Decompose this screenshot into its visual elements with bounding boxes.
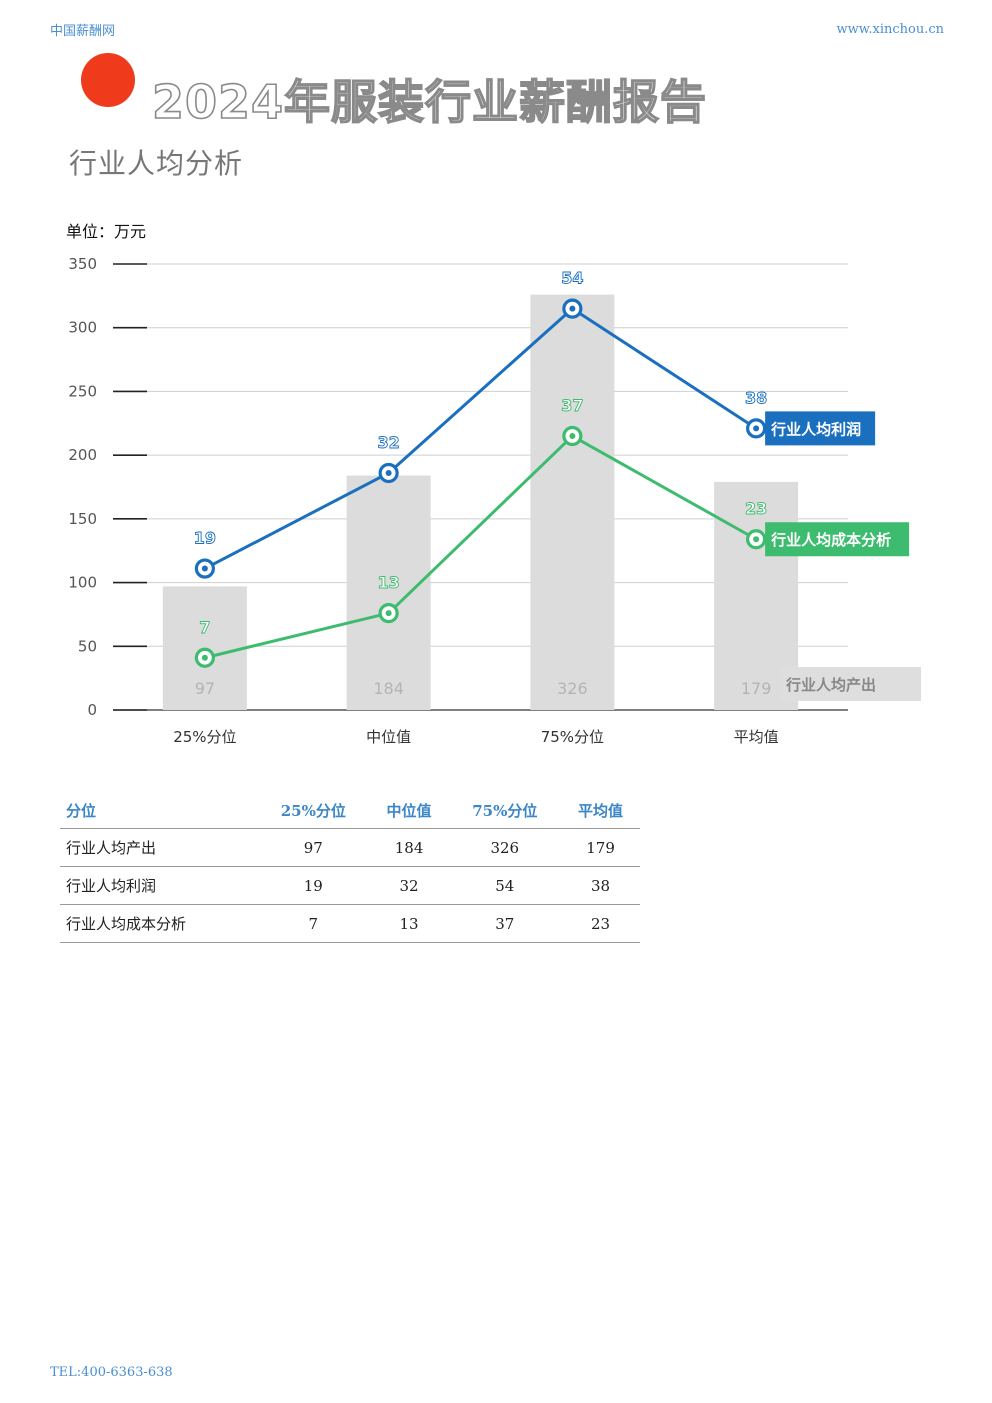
profit-point-center: [385, 469, 392, 476]
bar-data-label: 97: [195, 679, 215, 698]
x-tick-label: 75%分位: [541, 728, 604, 746]
y-tick-label: 150: [68, 510, 97, 528]
bar-data-label: 179: [741, 679, 772, 698]
table-cell: 37: [448, 904, 562, 943]
table-cell: 32: [369, 866, 449, 905]
table-header-cell: 分位: [60, 792, 257, 829]
site-name: 中国薪酬网: [50, 24, 116, 39]
table-cell: 7: [257, 904, 370, 943]
cost-point-center: [201, 654, 208, 661]
y-tick-label: 200: [68, 446, 97, 464]
cost-line: [204, 434, 757, 660]
profit-data-label: 32: [377, 433, 399, 452]
table-cell: 97: [257, 828, 370, 867]
bar-data-label: 184: [373, 679, 404, 698]
table-cell: 326: [448, 828, 562, 867]
y-tick-label: 50: [78, 637, 97, 655]
table-cell: 行业人均产出: [60, 828, 257, 867]
table-row: 行业人均成本分析 7 13 37 23: [60, 904, 640, 943]
cost-data-label: 13: [377, 573, 399, 592]
data-table: 分位 25%分位 中位值 75%分位 平均值 行业人均产出 97 184 326…: [60, 792, 640, 943]
salary-chart: 0 50 100 150 200 250 300 350 97 184 326 179 25%分位 中位值…: [68, 255, 921, 746]
table-header-cell: 平均值: [561, 792, 640, 829]
cost-point-center: [569, 433, 576, 440]
cost-point-center: [753, 536, 760, 543]
profit-point-center: [569, 305, 576, 312]
table-header-cell: 75%分位: [448, 792, 562, 829]
table-cell: 54: [448, 866, 562, 905]
table-cell: 179: [561, 828, 640, 867]
section-subtitle: 行业人均分析: [69, 147, 244, 180]
legend-output-label: 行业人均产出: [785, 676, 876, 694]
table-row: 行业人均产出 97 184 326 179: [60, 828, 640, 867]
unit-label: 单位：万元: [66, 222, 147, 241]
y-tick-label: 100: [68, 574, 97, 592]
red-dot-decoration: [81, 53, 135, 107]
table-cell: 184: [369, 828, 449, 867]
bar-data-label: 326: [557, 679, 588, 698]
y-tick-label: 250: [68, 382, 97, 400]
profit-point-center: [201, 565, 208, 572]
cost-point-center: [385, 610, 392, 617]
site-url[interactable]: www.xinchou.cn: [836, 22, 944, 37]
table-row: 行业人均利润 19 32 54 38: [60, 866, 640, 905]
table-cell: 行业人均利润: [60, 866, 257, 905]
y-tick-label: 0: [87, 701, 97, 719]
table-cell: 23: [561, 904, 640, 943]
cost-data-label: 37: [561, 396, 583, 415]
cost-data-label: 7: [199, 618, 210, 637]
table-header-cell: 中位值: [369, 792, 449, 829]
table-cell: 38: [561, 866, 640, 905]
table-header-row: 分位 25%分位 中位值 75%分位 平均值: [60, 792, 640, 829]
bar: [530, 294, 615, 710]
profit-data-label: 54: [561, 269, 583, 288]
table-cell: 13: [369, 904, 449, 943]
cost-data-label: 23: [745, 499, 767, 518]
legend-profit-label: 行业人均利润: [770, 420, 861, 438]
report-title: 2024年服装行业薪酬报告: [151, 74, 708, 130]
legend-output-box: [780, 667, 921, 701]
profit-data-label: 38: [745, 388, 767, 407]
legend-cost-box: [765, 522, 910, 557]
profit-data-label: 19: [194, 529, 216, 548]
y-tick-label: 350: [68, 255, 97, 273]
table-cell: 19: [257, 866, 370, 905]
x-tick-label: 25%分位: [173, 728, 236, 746]
legend-cost-label: 行业人均成本分析: [770, 531, 891, 549]
x-tick-label: 平均值: [734, 728, 779, 746]
profit-line: [204, 307, 757, 570]
table-cell: 行业人均成本分析: [60, 904, 257, 943]
profit-point-center: [753, 425, 760, 432]
bar: [346, 475, 431, 710]
footer-tel: TEL:400-6363-638: [50, 1365, 173, 1380]
x-tick-label: 中位值: [366, 728, 411, 746]
table-header-cell: 25%分位: [257, 792, 370, 829]
y-tick-label: 300: [68, 319, 97, 337]
legend-profit-box: [765, 411, 876, 446]
